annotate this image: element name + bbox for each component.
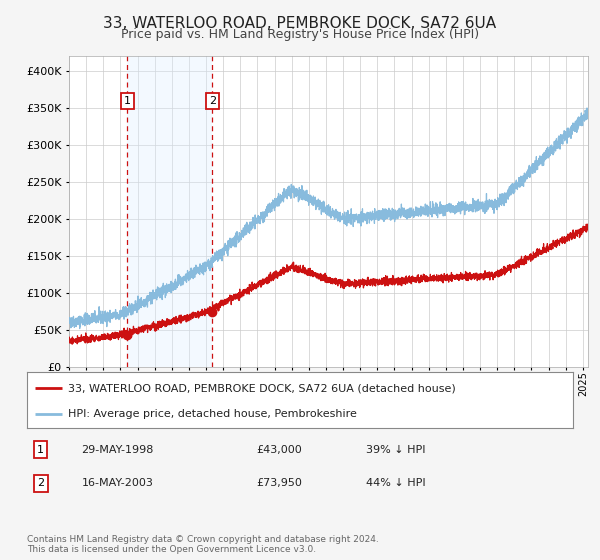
Text: 39% ↓ HPI: 39% ↓ HPI: [365, 445, 425, 455]
Text: 1: 1: [37, 445, 44, 455]
Text: £73,950: £73,950: [256, 478, 302, 488]
Text: 33, WATERLOO ROAD, PEMBROKE DOCK, SA72 6UA (detached house): 33, WATERLOO ROAD, PEMBROKE DOCK, SA72 6…: [68, 383, 456, 393]
Text: 2: 2: [209, 96, 216, 106]
Text: HPI: Average price, detached house, Pembrokeshire: HPI: Average price, detached house, Pemb…: [68, 409, 357, 419]
Text: 1: 1: [124, 96, 131, 106]
Text: 44% ↓ HPI: 44% ↓ HPI: [365, 478, 425, 488]
Text: £43,000: £43,000: [256, 445, 302, 455]
Text: 33, WATERLOO ROAD, PEMBROKE DOCK, SA72 6UA: 33, WATERLOO ROAD, PEMBROKE DOCK, SA72 6…: [103, 16, 497, 31]
Bar: [127, 56, 212, 367]
Text: Contains HM Land Registry data © Crown copyright and database right 2024.
This d: Contains HM Land Registry data © Crown c…: [27, 535, 379, 554]
Text: Price paid vs. HM Land Registry's House Price Index (HPI): Price paid vs. HM Land Registry's House …: [121, 28, 479, 41]
Text: 2: 2: [37, 478, 44, 488]
Text: 16-MAY-2003: 16-MAY-2003: [82, 478, 154, 488]
Text: 29-MAY-1998: 29-MAY-1998: [82, 445, 154, 455]
